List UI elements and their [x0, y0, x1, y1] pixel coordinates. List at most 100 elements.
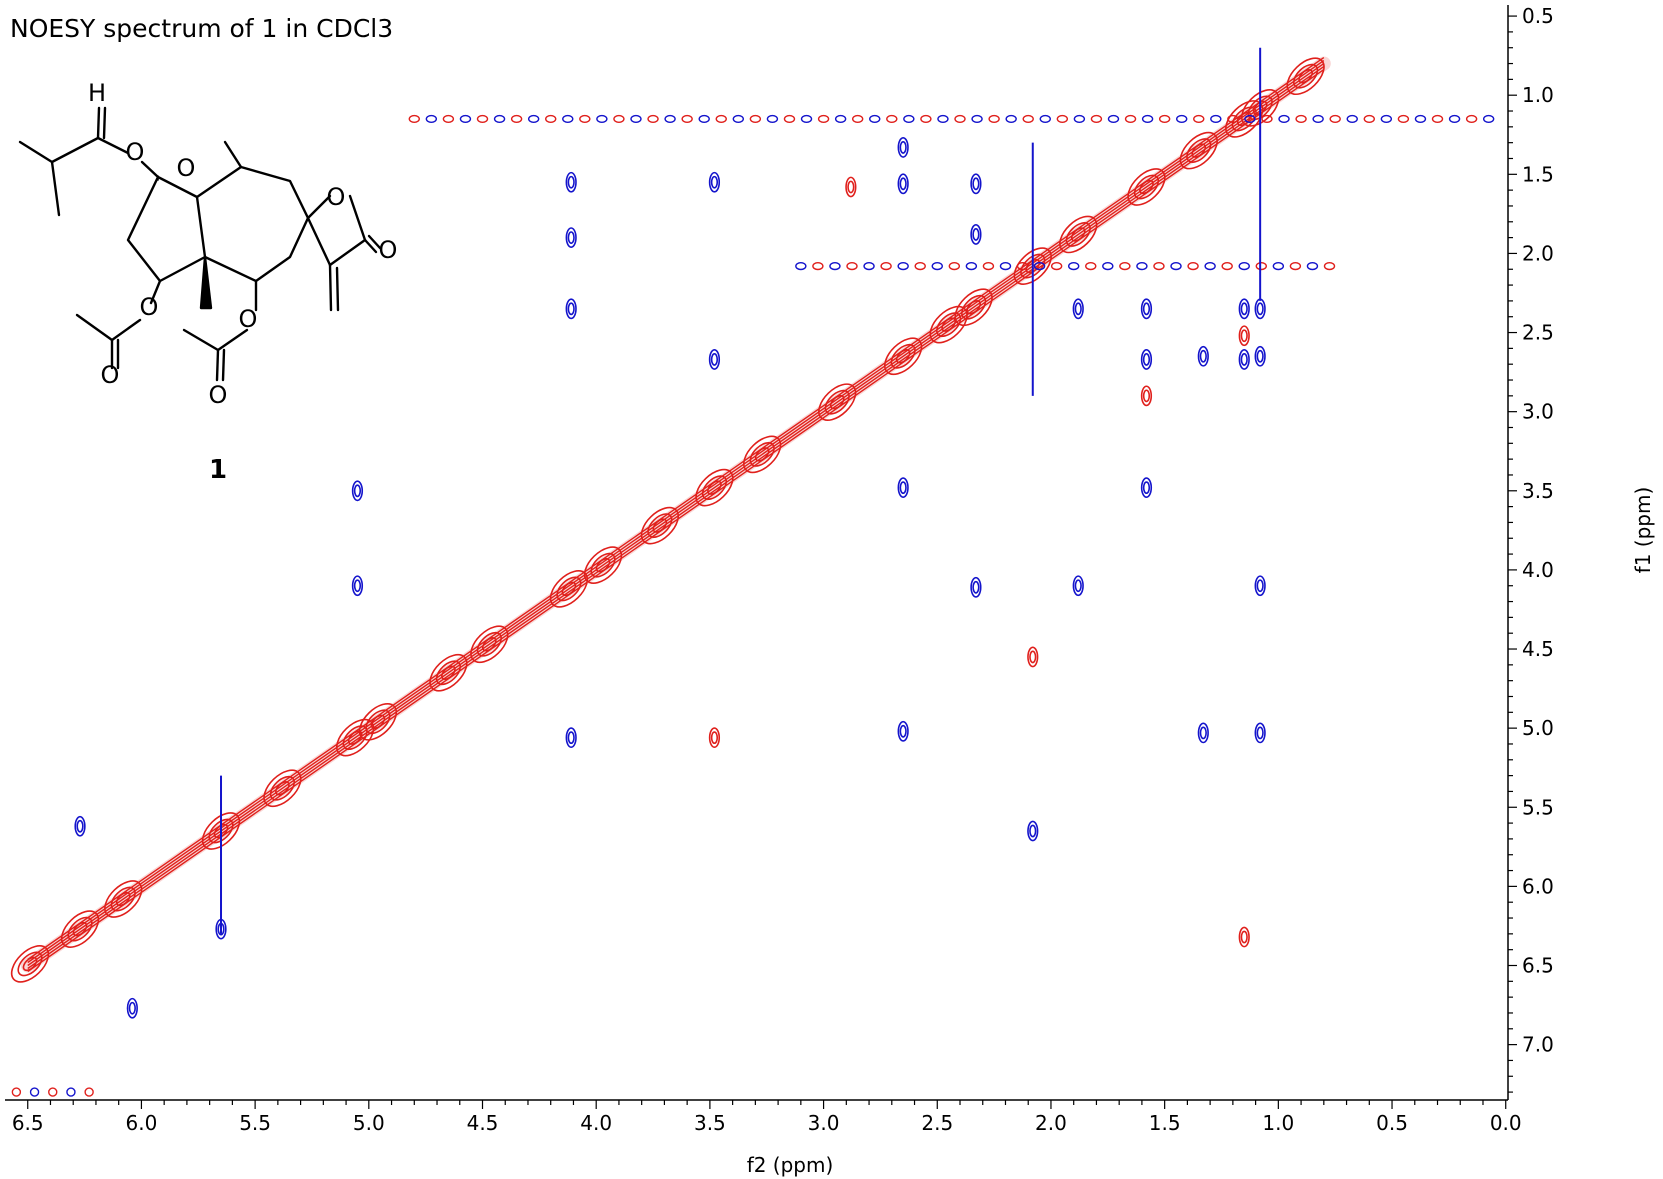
y-tick-label: 1.5: [1522, 162, 1554, 186]
t1-noise-streak: [1090, 114, 1103, 124]
diagonal-peak: [595, 557, 611, 573]
t1-noise-streak: [1272, 261, 1285, 271]
t1-noise-streak: [1141, 114, 1154, 124]
t1-noise-streak: [545, 114, 557, 124]
diagonal-peak: [481, 637, 497, 652]
t1-noise-streak: [965, 261, 978, 271]
cross-peak: [1142, 481, 1151, 495]
t1-noise-streak: [948, 261, 961, 271]
t1-noise-streak: [1107, 114, 1120, 124]
t1-noise-streak: [596, 114, 608, 124]
structure-atom-label: O: [126, 138, 145, 166]
diagonal-peak: [652, 518, 668, 533]
diagonal-peak: [1186, 138, 1212, 163]
t1-noise-streak: [1255, 261, 1267, 271]
cross-peak: [972, 177, 980, 191]
diagonal-peak: [1059, 215, 1098, 254]
diagonal-peak: [336, 718, 375, 757]
cross-peak: [76, 819, 84, 833]
cross-peak: [1142, 389, 1151, 403]
chart-title: NOESY spectrum of 1 in CDCl3: [10, 14, 394, 43]
cross-peak: [567, 175, 575, 189]
t1-noise-streak: [1221, 261, 1233, 271]
t1-noise-streak: [1261, 114, 1273, 124]
cross-peak: [1256, 726, 1264, 740]
t1-noise-streak: [1124, 114, 1137, 124]
edge-artifact: [29, 1087, 40, 1097]
cross-peak: [708, 349, 721, 370]
diagonal-peak: [1179, 131, 1218, 170]
t1-noise-streak: [1022, 114, 1034, 124]
t1-noise-streak: [1119, 261, 1131, 271]
cross-peak: [1074, 579, 1082, 593]
diagonal-peak: [590, 552, 616, 578]
diagonal-peak: [347, 730, 363, 745]
cross-peak: [351, 480, 364, 502]
diagonal-peak: [749, 442, 775, 467]
t1-noise-streak: [459, 114, 472, 124]
t1-noise-streak: [1227, 114, 1239, 124]
cross-peak: [565, 727, 577, 749]
t1-noise-streak: [715, 114, 727, 124]
x-tick-label: 5.5: [239, 1111, 271, 1135]
t1-noise-streak: [1323, 261, 1336, 271]
cross-peak: [565, 227, 577, 249]
t1-noise-streak: [1238, 261, 1250, 271]
x-tick-label: 4.5: [467, 1111, 499, 1135]
diagonal-peak: [707, 480, 722, 495]
cross-peak: [970, 224, 982, 245]
diagonal-peak: [695, 468, 734, 507]
cross-peak: [353, 579, 362, 593]
t1-noise-streak: [886, 114, 898, 124]
t1-noise-streak: [613, 114, 625, 124]
t1-noise-streak: [1329, 114, 1341, 124]
t1-noise-streak: [1085, 261, 1097, 271]
cross-peak: [970, 576, 982, 598]
cross-peak: [215, 918, 227, 940]
cross-peak: [1256, 349, 1264, 363]
t1-noise-streak: [1363, 114, 1375, 124]
cross-peak: [1240, 329, 1248, 343]
x-tick-label: 3.0: [808, 1111, 840, 1135]
cross-peak: [1029, 650, 1037, 664]
t1-noise-streak: [920, 114, 932, 124]
diagonal-peak: [1241, 89, 1280, 127]
structure-atom-label: O: [327, 183, 346, 211]
diagonal-peak: [701, 475, 728, 500]
diagonal-peak: [435, 660, 461, 686]
x-tick-label: 6.5: [12, 1111, 44, 1135]
t1-noise-streak: [1295, 114, 1307, 124]
cross-peak: [899, 481, 907, 495]
diagonal-peak: [60, 910, 100, 948]
cross-peak: [567, 731, 575, 745]
diagonal-peak: [1247, 95, 1273, 121]
t1-noise-streak: [817, 114, 830, 124]
y-tick-label: 0.5: [1522, 4, 1554, 28]
diagonal-peak: [72, 921, 88, 937]
y-tick-label: 3.5: [1522, 479, 1554, 503]
cross-peak: [567, 231, 575, 245]
cross-peak: [710, 731, 719, 745]
diagonal-peak: [1191, 143, 1207, 158]
diagonal-peak: [115, 891, 131, 907]
structure-atom-label: O: [209, 381, 228, 409]
t1-noise-streak: [493, 114, 506, 124]
t1-noise-streak: [1136, 261, 1148, 271]
cross-peak: [708, 171, 721, 193]
cross-peak: [1256, 579, 1264, 593]
diagonal-peak: [583, 546, 623, 584]
t1-noise-streak: [795, 261, 807, 271]
cross-peak: [1240, 302, 1248, 316]
axes: 6.5 6.0 5.5 5.0 4.5 4.0 3.5 3.0 2.5 2.0 1.5 1.0 0.5 0…: [5, 4, 1554, 1135]
cross-peak: [710, 175, 719, 189]
diagonal-peak: [640, 506, 679, 545]
t1-noise-streak: [1289, 261, 1302, 271]
t1-noise-streak: [999, 261, 1012, 271]
cross-peak: [1197, 722, 1209, 744]
cross-peak: [1238, 926, 1250, 948]
x-tick-label: 0.5: [1376, 1111, 1408, 1135]
t1-noise-streak: [1380, 114, 1393, 124]
t1-noise-streak: [1073, 114, 1086, 124]
cross-peak: [1027, 820, 1039, 842]
y-tick-label: 6.5: [1522, 953, 1554, 977]
